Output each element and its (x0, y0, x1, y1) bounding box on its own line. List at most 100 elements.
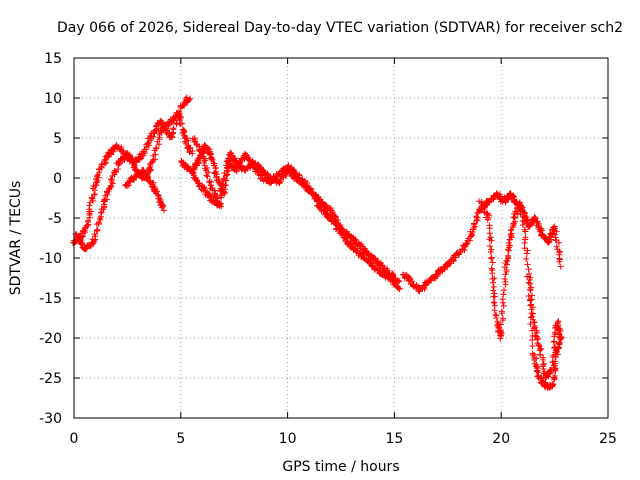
data-point (384, 267, 391, 274)
data-point (203, 172, 210, 179)
data-point (487, 248, 494, 255)
data-point (223, 167, 230, 174)
data-point (103, 196, 110, 203)
x-tick-label: 25 (599, 431, 617, 447)
data-point (153, 144, 160, 151)
data-point (556, 341, 563, 348)
data-point (89, 195, 96, 202)
data-point (490, 287, 497, 294)
data-point (555, 318, 562, 325)
data-point (486, 243, 493, 250)
data-point (108, 176, 115, 183)
data-point (338, 230, 345, 237)
data-point (276, 179, 283, 186)
data-point (389, 278, 396, 285)
data-point (484, 216, 491, 223)
data-point (532, 215, 539, 222)
data-point (551, 338, 558, 345)
data-point (93, 173, 100, 180)
data-point (186, 96, 193, 103)
data-point (489, 270, 496, 277)
y-axis-label: SDTVAR / TECUs (8, 181, 24, 296)
data-point (144, 174, 151, 181)
data-point (149, 159, 156, 166)
data-point (471, 220, 478, 227)
data-point (553, 237, 560, 244)
data-point (488, 255, 495, 262)
data-point (525, 279, 532, 286)
data-point (473, 213, 480, 220)
data-point (159, 203, 166, 210)
data-point (140, 172, 147, 179)
data-point (427, 277, 434, 284)
data-point (521, 239, 528, 246)
data-point (521, 218, 528, 225)
data-point (519, 221, 526, 228)
data-point (499, 315, 506, 322)
data-point (516, 199, 523, 206)
data-point (204, 173, 211, 180)
data-point (95, 219, 102, 226)
data-point (528, 306, 535, 313)
data-point (469, 229, 476, 236)
data-point (528, 292, 535, 299)
x-axis-label: GPS time / hours (282, 459, 399, 475)
data-point (153, 188, 160, 195)
data-point (199, 150, 206, 157)
data-point (497, 332, 504, 339)
data-point (506, 236, 513, 243)
data-point (527, 274, 534, 281)
grid (74, 58, 608, 418)
data-point (488, 237, 495, 244)
data-point (323, 202, 330, 209)
data-point (517, 202, 524, 209)
data-point (490, 279, 497, 286)
x-tick-label: 10 (279, 431, 297, 447)
data-point (516, 205, 523, 212)
data-point (118, 146, 125, 153)
data-point (550, 362, 557, 369)
data-point (489, 195, 496, 202)
data-point (553, 228, 560, 235)
data-point (356, 242, 363, 249)
data-point (91, 231, 98, 238)
data-point (396, 286, 403, 293)
data-point (458, 246, 465, 253)
data-point (217, 188, 224, 195)
data-point (555, 340, 562, 347)
x-tick-label: 15 (385, 431, 403, 447)
data-point (396, 278, 403, 285)
y-tick-label: 5 (53, 131, 62, 147)
data-point (120, 155, 127, 162)
data-point (186, 149, 193, 156)
data-point (552, 322, 559, 329)
axis-ticks (73, 57, 609, 419)
data-point (490, 283, 497, 290)
data-point (84, 242, 91, 249)
data-points (70, 94, 565, 391)
data-point (85, 217, 92, 224)
data-point (500, 302, 507, 309)
data-point (169, 134, 176, 141)
data-point (220, 181, 227, 188)
data-point (523, 255, 530, 262)
data-point (199, 150, 206, 157)
y-tick-label: -10 (39, 251, 62, 267)
data-point (523, 250, 530, 257)
data-point (507, 227, 514, 234)
data-point (552, 344, 559, 351)
data-point (394, 277, 401, 284)
data-point (209, 155, 216, 162)
data-point (556, 248, 563, 255)
data-point (144, 173, 151, 180)
data-point (344, 239, 351, 246)
data-point (491, 275, 498, 282)
data-point (86, 202, 93, 209)
y-tick-labels: 15 10 5 0 -5 -10 -15 -20 -25 -30 (39, 51, 62, 427)
data-point (533, 327, 540, 334)
data-point (509, 224, 516, 231)
data-point (540, 354, 547, 361)
data-point (501, 287, 508, 294)
data-point (170, 126, 177, 133)
